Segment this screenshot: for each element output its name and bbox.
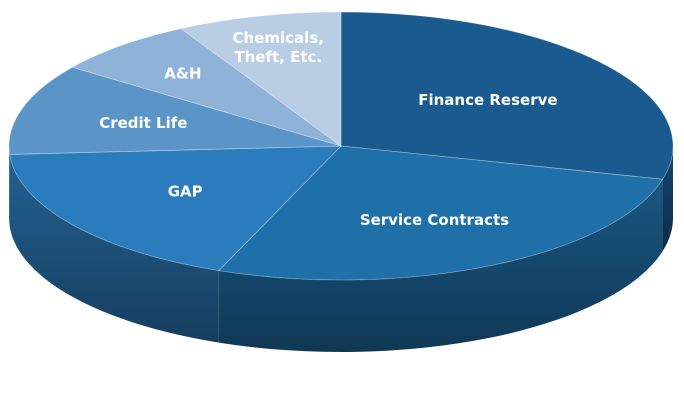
- pie-side-service-contracts: [218, 179, 663, 352]
- pie-side-credit-life: [9, 146, 10, 227]
- pie-slice-gap: [9, 145, 342, 272]
- pie-slice-service-contracts: [217, 145, 664, 281]
- pie-top-faces: [8, 11, 674, 281]
- pie-slice-a-h: [71, 28, 342, 147]
- pie-slice-finance-reserve: [340, 11, 674, 180]
- pie-side-gap: [9, 154, 219, 343]
- pie-label-a-h: A&H: [164, 65, 201, 83]
- pie-label-service-contracts: Service Contracts: [360, 211, 509, 229]
- pie-label-credit-life: Credit Life: [99, 114, 187, 132]
- pie-label-chemicals-theft-etc: Chemicals, Theft, Etc.: [233, 29, 324, 66]
- pie-slice-credit-life: [8, 66, 342, 155]
- pie-slice-chemicals-theft-etc: [180, 11, 342, 147]
- pie-labels: Finance Reserve Service Contracts GAP Credi…: [99, 29, 557, 229]
- pie-side-walls: [9, 146, 673, 352]
- pie-side-finance-reserve: [662, 146, 673, 252]
- pie-label-gap: GAP: [168, 183, 203, 201]
- pie-label-finance-reserve: Finance Reserve: [418, 91, 557, 109]
